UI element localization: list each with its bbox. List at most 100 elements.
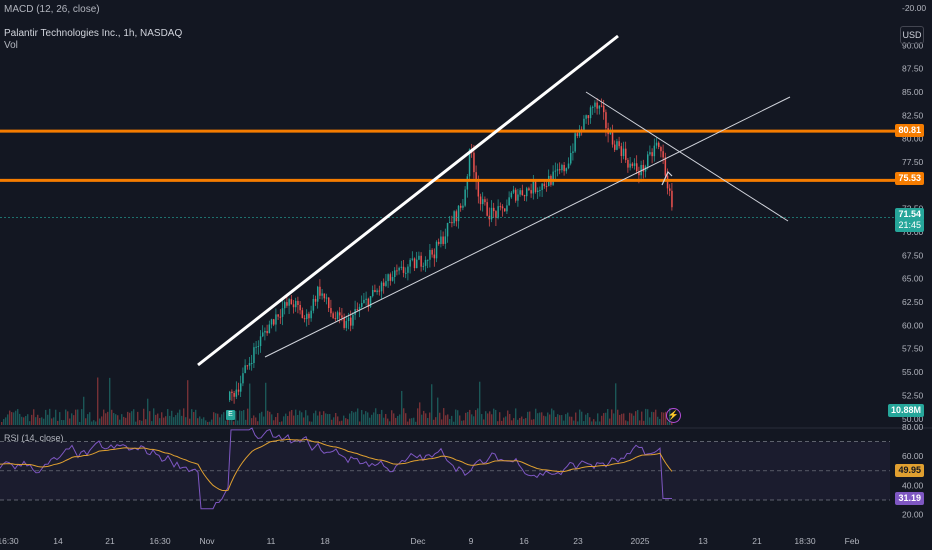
candle-body <box>405 272 407 274</box>
volume-bar <box>469 409 471 425</box>
volume-bar <box>521 416 523 425</box>
volume-bar <box>135 421 137 425</box>
price-axis-tick: 70.00 <box>902 227 924 237</box>
time-axis-tick: 13 <box>698 536 708 546</box>
volume-bar <box>663 412 665 425</box>
volume-bar <box>489 411 491 425</box>
volume-bar <box>333 417 335 425</box>
volume-bar <box>1 421 3 425</box>
volume-legend[interactable]: Vol <box>4 40 18 51</box>
rsi-ma-tag: 49.95 <box>895 464 924 477</box>
candle-body <box>532 181 535 194</box>
candle-body <box>449 222 451 224</box>
volume-bar <box>17 409 19 425</box>
candle-body <box>299 305 301 311</box>
candle-body <box>341 315 343 318</box>
volume-bar <box>249 383 251 425</box>
volume-bar <box>221 414 223 425</box>
rsi-axis-tick: 20.00 <box>902 510 924 520</box>
earnings-flag-icon[interactable]: E <box>226 410 235 420</box>
volume-bar <box>353 412 355 425</box>
volume-bar <box>651 411 653 425</box>
volume-bar <box>19 413 21 425</box>
time-axis-tick: 9 <box>469 536 474 546</box>
volume-bar <box>321 415 323 425</box>
candle-body <box>600 105 603 107</box>
candle-body <box>482 199 484 205</box>
volume-bar <box>625 420 627 425</box>
volume-bar <box>139 420 141 425</box>
price-axis-tick: -20.00 <box>902 3 926 13</box>
volume-bar <box>367 412 369 425</box>
volume-bar <box>207 421 209 425</box>
volume-bar <box>573 420 575 425</box>
lightning-icon[interactable]: ⚡ <box>666 408 681 423</box>
candle-body <box>321 293 323 296</box>
volume-bar <box>165 416 167 425</box>
volume-bar <box>623 413 625 425</box>
volume-bar <box>311 421 313 425</box>
price-axis-tick: 57.50 <box>902 344 924 354</box>
volume-bar <box>109 377 111 425</box>
volume-bar <box>89 412 91 425</box>
volume-bar <box>607 409 609 425</box>
volume-bar <box>329 413 331 425</box>
volume-bar <box>33 409 35 425</box>
time-axis-tick: 2025 <box>631 536 650 546</box>
candle-body <box>411 258 414 260</box>
candle-body <box>625 148 627 160</box>
volume-bar <box>525 418 527 425</box>
volume-bar <box>213 412 215 425</box>
volume-bar <box>611 409 613 425</box>
volume-bar <box>591 421 593 425</box>
rsi-legend[interactable]: RSI (14, close) <box>4 433 64 443</box>
volume-bar <box>425 413 427 425</box>
volume-bar <box>99 418 101 425</box>
time-axis-tick: 21 <box>105 536 115 546</box>
rsi-line <box>0 427 672 510</box>
time-axis-tick: 23 <box>573 536 583 546</box>
volume-bar <box>195 409 197 425</box>
volume-bar <box>105 413 107 425</box>
candle-body <box>306 313 308 320</box>
volume-bar <box>177 412 179 425</box>
candle-body <box>609 132 612 135</box>
candle-body <box>374 290 376 293</box>
volume-bar <box>343 415 345 425</box>
currency-button[interactable]: USD <box>900 26 924 44</box>
candle-body <box>303 318 306 320</box>
volume-bar <box>551 408 553 425</box>
volume-bar <box>473 416 475 425</box>
volume-bar <box>331 419 333 425</box>
volume-bar <box>209 421 211 425</box>
volume-bar <box>129 412 131 425</box>
volume-bar <box>543 415 545 425</box>
volume-bar <box>115 414 117 425</box>
volume-bar <box>349 413 351 425</box>
candle-body <box>495 211 497 218</box>
volume-bar <box>359 421 361 425</box>
macd-legend[interactable]: MACD (12, 26, close) <box>4 4 100 15</box>
volume-bar <box>261 411 263 425</box>
volume-bar <box>641 411 643 425</box>
volume-bar <box>41 417 43 425</box>
candle-body <box>312 298 315 311</box>
symbol-legend[interactable]: Palantir Technologies Inc., 1h, NASDAQ <box>4 28 183 39</box>
time-axis-tick: 14 <box>53 536 63 546</box>
candle-body <box>640 164 642 176</box>
candle-body <box>622 148 625 157</box>
volume-bar <box>671 421 673 425</box>
volume-bar <box>189 418 191 425</box>
volume-bar <box>127 411 129 425</box>
candle-body <box>385 281 387 286</box>
volume-bar <box>397 415 399 425</box>
volume-bar <box>103 409 105 425</box>
candle-body <box>429 249 431 260</box>
volume-bar <box>561 415 563 425</box>
volume-bar <box>461 420 463 425</box>
volume-bar <box>541 412 543 425</box>
candle-body <box>295 300 297 308</box>
volume-bar <box>529 411 531 425</box>
volume-bar <box>429 412 431 425</box>
